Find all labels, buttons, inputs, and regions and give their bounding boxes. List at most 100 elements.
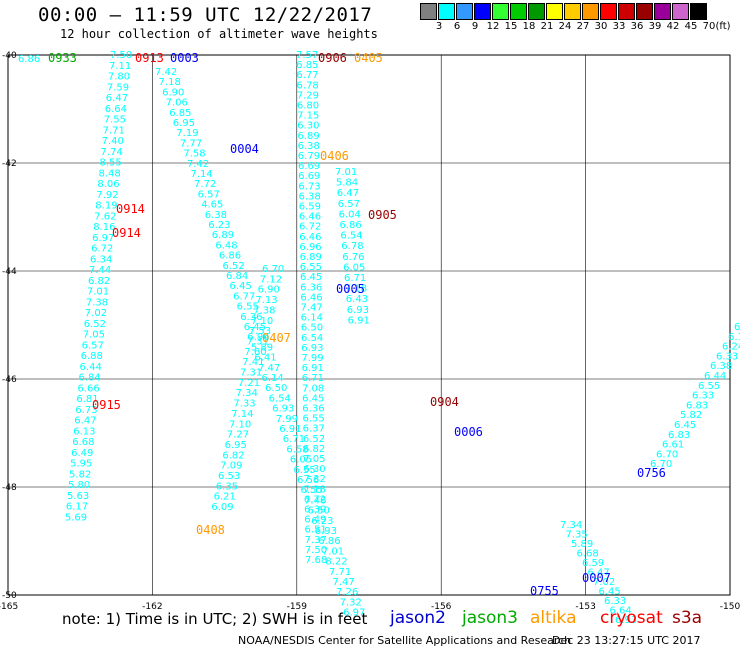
swh-value: 6.83	[686, 400, 708, 411]
swh-value: 7.72	[194, 179, 216, 190]
swh-value: 6.47	[106, 93, 128, 104]
swh-value: 6.77	[296, 70, 318, 81]
pass-time-label: 0905	[368, 208, 397, 222]
pass-time-label: 0755	[530, 584, 559, 598]
lon-tick-label: -165	[0, 602, 18, 612]
swh-value: 6.82	[303, 444, 325, 455]
swh-value: 7.15	[297, 111, 319, 122]
swh-value: 7.31	[247, 336, 269, 347]
swh-value: 6.69	[298, 171, 320, 182]
swh-value: 6.47	[74, 416, 96, 427]
swh-value: 7.38	[253, 305, 275, 316]
legend-swatch	[690, 3, 707, 20]
swh-value: 7.18	[345, 284, 367, 295]
lon-tick-label: -162	[142, 602, 162, 612]
swh-value: 6.68	[577, 549, 599, 560]
swh-value: 6.64	[610, 606, 632, 617]
swh-value: 7.42	[155, 67, 177, 78]
legend-value: 45	[684, 21, 698, 32]
swh-value: 6.64	[105, 104, 127, 115]
swh-value: 6.57	[198, 189, 220, 200]
pass-time-label: 0756	[637, 466, 666, 480]
swh-value: 7.31	[240, 368, 262, 379]
swh-value: 6.70	[262, 264, 284, 275]
swh-value: 5.80	[68, 480, 90, 491]
plot-frame	[7, 54, 731, 596]
swh-value: 7.05	[83, 330, 105, 341]
swh-value: 7.26	[336, 587, 358, 598]
swh-value: 7.57	[296, 50, 318, 61]
swh-value: 6.55	[237, 302, 259, 313]
legend-swatch	[582, 3, 599, 20]
swh-value: 7.74	[101, 147, 123, 158]
swh-value: 7.46	[304, 495, 326, 506]
legend-value: 24	[558, 21, 572, 32]
swh-value: 6.45	[302, 393, 324, 404]
pass-time-label: 0006	[454, 425, 483, 439]
swh-value: 5.82	[69, 469, 91, 480]
swh-value: 6.44	[704, 371, 726, 382]
swh-value: 6.89	[297, 131, 319, 142]
swh-value: 6.45	[300, 272, 322, 283]
legend-swatch	[528, 3, 545, 20]
swh-value: 6.44	[80, 362, 102, 373]
swh-value: 7.12	[260, 274, 282, 285]
swh-value: 7.47	[333, 577, 355, 588]
swh-value: 7.37	[305, 535, 327, 546]
swh-value: 6.54	[269, 393, 291, 404]
swh-value: 6.35	[216, 481, 238, 492]
pass-time-label: 0004	[230, 142, 259, 156]
swh-value: 6.45	[599, 587, 621, 598]
swh-value: 6.90	[258, 285, 280, 296]
swh-value: 6.97	[343, 608, 365, 619]
satellite-cryosat: cryosat	[600, 608, 663, 628]
swh-value: 7.14	[191, 169, 213, 180]
legend-value: 36	[630, 21, 644, 32]
swh-value: 6.85	[169, 108, 191, 119]
swh-value: 7.06	[166, 98, 188, 109]
swh-value: 7.33	[233, 399, 255, 410]
pass-time-label: 0914	[112, 226, 141, 240]
swh-value: 6.38	[298, 141, 320, 152]
swh-value: 6.36	[302, 404, 324, 415]
legend-value: 18	[522, 21, 536, 32]
legend-swatch	[564, 3, 581, 20]
swh-value: 6.05	[343, 262, 365, 273]
swh-value: 6.79	[298, 151, 320, 162]
pass-time-label: 0904	[430, 395, 459, 409]
legend-value: 15	[504, 21, 518, 32]
lat-tick-label: -48	[2, 483, 17, 493]
swh-value: 6.57	[82, 340, 104, 351]
legend-swatch	[654, 3, 671, 20]
swh-value: 7.27	[227, 430, 249, 441]
legend-value: 3	[435, 21, 443, 32]
swh-value: 7.05	[303, 454, 325, 465]
swh-value: 6.89	[300, 252, 322, 263]
swh-value: 6.55	[302, 414, 324, 425]
swh-value: 7.50	[305, 545, 327, 556]
swh-value: 6.46	[300, 292, 322, 303]
swh-value: 6.72	[304, 494, 326, 505]
pass-time-label: 0906	[318, 51, 347, 65]
swh-value: 6.71	[344, 273, 366, 284]
legend-swatch	[636, 3, 653, 20]
swh-value: 6.30	[303, 464, 325, 475]
swh-value: 6.33	[716, 351, 738, 362]
swh-value: 6.76	[342, 252, 364, 263]
swh-value: 6.95	[173, 118, 195, 129]
swh-value: 6.58	[286, 444, 308, 455]
swh-value: 4.65	[201, 200, 223, 211]
swh-value: 6.51	[304, 525, 326, 536]
legend-swatch	[438, 3, 455, 20]
lat-tick-label: -44	[2, 267, 17, 277]
swh-value: 5.89	[571, 539, 593, 550]
swh-value: 7.35	[566, 530, 588, 541]
swh-value: 6.71	[302, 373, 324, 384]
swh-value: 7.02	[85, 308, 107, 319]
swh-value: 6.33	[692, 391, 714, 402]
lat-tick-label: -40	[2, 51, 17, 61]
swh-value: 7.11	[109, 61, 131, 72]
swh-value: 6.49	[304, 515, 326, 526]
satellite-altika: altika	[530, 608, 577, 628]
swh-value: 7.53	[249, 326, 271, 337]
